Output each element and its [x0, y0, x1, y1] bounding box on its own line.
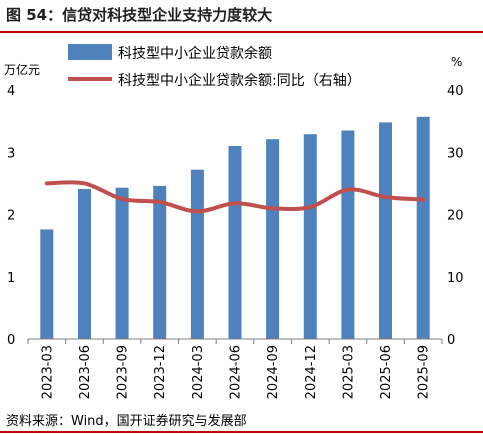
x-tick-label-2023-09: 2023-09	[116, 345, 131, 399]
line-series	[44, 180, 426, 214]
title-rule	[0, 31, 483, 33]
right-tick-0: 0	[447, 333, 455, 348]
right-tick-40: 40	[447, 84, 464, 99]
left-axis-unit: 万亿元	[4, 62, 40, 77]
right-tick-10: 10	[447, 271, 464, 286]
bar-2024-12	[303, 134, 317, 339]
yoy-point-2023-03	[46, 182, 48, 184]
right-tick-20: 20	[447, 209, 464, 224]
left-tick-1: 1	[7, 271, 15, 286]
left-tick-4: 4	[7, 84, 15, 99]
yoy-point-2023-09	[121, 198, 123, 200]
yoy-point-2025-03	[347, 189, 349, 191]
x-tick-label-2023-12: 2023-12	[153, 345, 168, 399]
legend-bar-swatch	[68, 44, 112, 60]
right-tick-30: 30	[447, 146, 464, 161]
bar-2024-09	[266, 139, 280, 339]
legend-bar-label: 科技型中小企业贷款余额	[118, 45, 272, 62]
bar-2025-06	[379, 122, 392, 340]
bar-2023-12	[153, 185, 167, 339]
bar-2023-09	[115, 187, 129, 339]
yoy-point-2024-03	[196, 210, 198, 212]
x-tick-label-2024-06: 2024-06	[229, 345, 244, 399]
x-tick-label-2024-09: 2024-09	[266, 345, 281, 399]
x-tick-label-2023-03: 2023-03	[40, 345, 55, 399]
bar-2024-06	[228, 146, 242, 339]
bar-2025-03	[341, 130, 355, 339]
bar-2023-03	[40, 229, 54, 339]
figure-title: 图 54：信贷对科技型企业支持力度较大	[6, 6, 273, 24]
yoy-point-2025-09	[422, 199, 424, 201]
x-tick-label-2024-12: 2024-12	[304, 345, 319, 399]
yoy-point-2024-09	[272, 207, 274, 209]
bar-2023-06	[78, 189, 91, 339]
x-tick-label-2023-06: 2023-06	[78, 345, 93, 399]
x-tick-label-2025-09: 2025-09	[417, 345, 432, 399]
yoy-point-2023-06	[84, 182, 85, 184]
yoy-point-2024-12	[309, 206, 311, 208]
x-tick-label-2025-06: 2025-06	[379, 345, 394, 399]
yoy-point-2024-06	[234, 202, 236, 204]
bar-2024-03	[190, 169, 204, 339]
legend-line-label: 科技型中小企业贷款余额:同比（右轴）	[118, 72, 361, 89]
yoy-point-2025-06	[385, 196, 386, 198]
left-tick-3: 3	[7, 146, 15, 161]
bar-series	[40, 116, 430, 340]
x-tick-label-2025-03: 2025-03	[341, 345, 356, 399]
yoy-point-2023-12	[159, 201, 161, 203]
bar-2025-09	[416, 116, 430, 339]
left-tick-0: 0	[7, 333, 15, 348]
legend: 科技型中小企业贷款余额 科技型中小企业贷款余额:同比（右轴）	[68, 44, 361, 89]
x-tick-label-2024-03: 2024-03	[191, 345, 206, 399]
source-note: 资料来源：Wind，国开证券研究与发展部	[6, 414, 247, 429]
right-axis-unit: %	[451, 55, 462, 69]
bottom-rule	[0, 431, 483, 433]
left-tick-2: 2	[7, 209, 15, 224]
